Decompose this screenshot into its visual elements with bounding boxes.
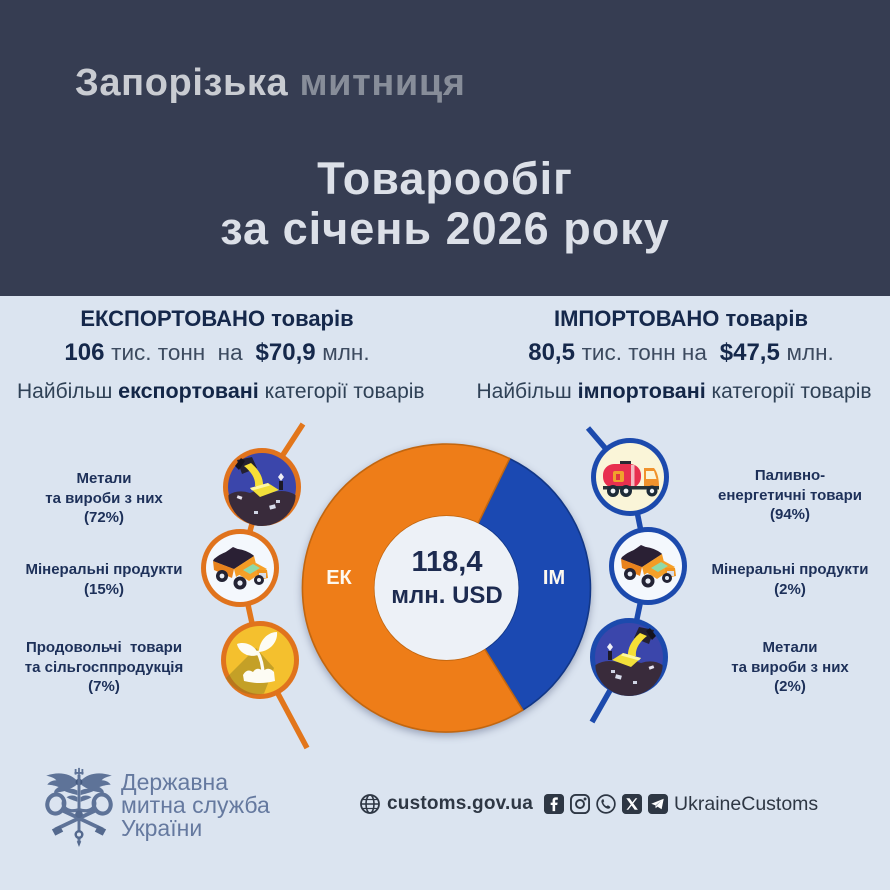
svg-text:ІМ: ІМ bbox=[543, 567, 565, 589]
svg-text:ЕК: ЕК bbox=[326, 567, 352, 589]
